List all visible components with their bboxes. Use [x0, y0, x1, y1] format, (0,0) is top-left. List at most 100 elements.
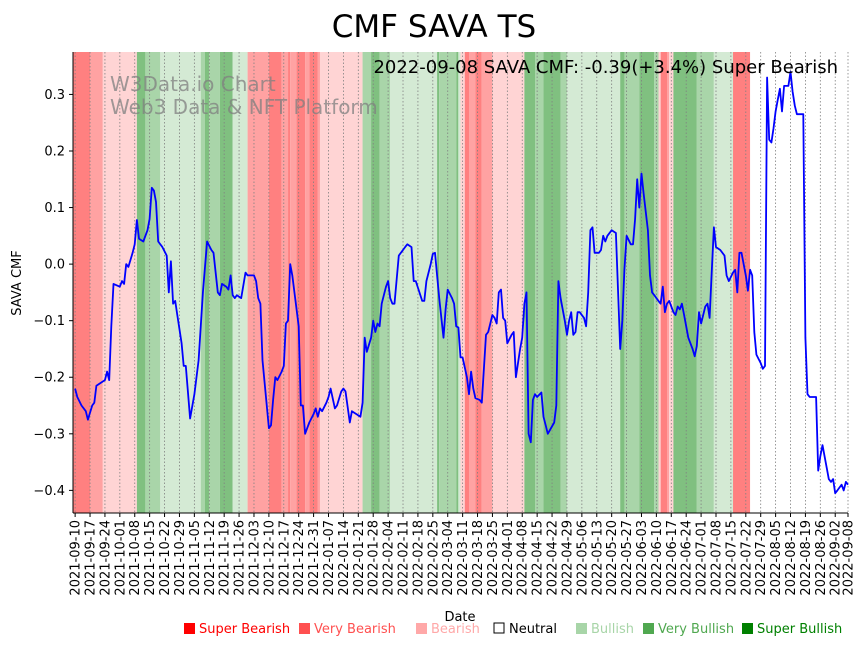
band-very-bearish	[481, 52, 493, 513]
y-tick-label: 0.1	[44, 201, 65, 216]
series-layer	[74, 70, 849, 495]
band-super-bullish	[620, 52, 625, 513]
watermark-line-1: W3Data.io Chart	[110, 72, 276, 96]
band-bullish	[566, 52, 621, 513]
x-axis-label: Date	[444, 610, 475, 625]
band-super-bullish	[673, 52, 697, 513]
y-tick-label: 0.0	[44, 258, 65, 273]
series-line	[74, 70, 849, 495]
band-bullish	[160, 52, 201, 513]
x-tick-label: 2022-02-18	[411, 520, 426, 596]
legend-swatch	[576, 623, 587, 634]
band-super-bullish	[524, 52, 536, 513]
band-bullish	[390, 52, 438, 513]
x-tick-label: 2022-05-06	[575, 520, 590, 596]
legend-label: Very Bearish	[314, 622, 396, 637]
x-tick-label: 2022-03-18	[471, 520, 486, 596]
x-tick-label: 2022-08-26	[814, 520, 829, 596]
legend-swatch	[416, 623, 427, 634]
band-very-bearish	[247, 52, 269, 513]
band-very-bearish	[305, 52, 310, 513]
x-tick-label: 2022-04-15	[531, 520, 546, 596]
band-very-bullish	[535, 52, 544, 513]
y-tick-label: −0.2	[33, 371, 65, 386]
y-tick-label: 0.3	[44, 88, 65, 103]
x-tick-label: 2022-04-22	[546, 520, 561, 596]
x-tick-label: 2021-10-15	[143, 520, 158, 596]
band-bullish	[458, 52, 461, 513]
legend-item: Bearish	[416, 622, 480, 637]
band-very-bullish	[560, 52, 567, 513]
legend-swatch	[643, 623, 654, 634]
band-very-bullish	[696, 52, 714, 513]
band-super-bearish	[733, 52, 751, 513]
band-very-bullish	[624, 52, 640, 513]
x-tick-label: 2021-11-05	[188, 520, 203, 596]
y-tick-label: −0.1	[33, 314, 65, 329]
sentiment-bands	[73, 52, 751, 513]
band-super-bullish	[639, 52, 655, 513]
y-tick-label: −0.3	[33, 427, 65, 442]
x-tick-label: 2022-05-13	[590, 520, 605, 596]
x-tick-label: 2021-11-26	[233, 520, 248, 596]
x-tick-label: 2022-07-01	[695, 520, 710, 596]
legend-swatch	[493, 622, 505, 634]
x-tick-label: 2022-09-08	[842, 520, 857, 596]
legend-label: Very Bullish	[658, 622, 734, 637]
band-very-bullish	[209, 52, 220, 513]
x-tick-label: 2022-04-01	[501, 520, 516, 596]
band-bearish	[669, 52, 674, 513]
x-tick-label: 2022-03-04	[441, 520, 456, 596]
x-tick-label: 2021-12-10	[262, 520, 277, 596]
x-tick-label: 2021-10-29	[173, 520, 188, 596]
band-super-bullish	[205, 52, 210, 513]
latest-value-annotation: 2022-09-08 SAVA CMF: -0.39(+3.4%) Super …	[373, 57, 838, 78]
band-bearish	[658, 52, 661, 513]
band-bearish	[102, 52, 137, 513]
band-super-bearish	[268, 52, 282, 513]
legend-swatch	[184, 623, 195, 634]
x-tick-label: 2022-05-20	[605, 520, 620, 596]
x-tick-label: 2022-05-27	[620, 520, 635, 596]
x-tick-label: 2022-02-04	[382, 520, 397, 596]
band-very-bullish	[654, 52, 659, 513]
x-tick-label: 2021-12-24	[292, 520, 307, 596]
x-tick-label: 2022-06-10	[650, 520, 665, 596]
legend-swatch	[742, 623, 753, 634]
x-tick-label: 2021-09-24	[98, 520, 113, 596]
band-bullish	[232, 52, 248, 513]
band-bearish	[319, 52, 363, 513]
legend-label: Super Bullish	[757, 622, 842, 637]
band-super-bearish	[660, 52, 668, 513]
band-super-bullish	[219, 52, 233, 513]
band-super-bearish	[296, 52, 306, 513]
legend-item: Very Bullish	[643, 622, 734, 637]
x-tick-label: 2022-09-02	[829, 520, 844, 596]
x-tick-label: 2022-08-19	[799, 520, 814, 596]
x-tick-label: 2022-06-17	[665, 520, 680, 596]
x-tick-label: 2021-10-01	[113, 520, 128, 596]
band-very-bearish	[469, 52, 476, 513]
y-tick-label: 0.2	[44, 144, 65, 159]
x-tick-label: 2022-02-11	[397, 520, 412, 596]
legend-item: Super Bearish	[184, 622, 290, 637]
band-super-bearish	[73, 52, 91, 513]
chart-title: CMF SAVA TS	[332, 9, 536, 45]
legend-label: Neutral	[509, 622, 557, 637]
x-tick-label: 2022-03-11	[456, 520, 471, 596]
x-tick-label: 2022-02-25	[426, 520, 441, 596]
legend-label: Bullish	[591, 622, 634, 637]
watermark-line-2: Web3 Data & NFT Platform	[110, 95, 378, 119]
band-very-bullish	[145, 52, 161, 513]
x-tick-label: 2022-04-29	[560, 520, 575, 596]
legend-item: Bullish	[576, 622, 634, 637]
x-tick-label: 2022-08-12	[784, 520, 799, 596]
x-tick-label: 2021-11-19	[218, 520, 233, 596]
legend-item: Very Bearish	[299, 622, 396, 637]
x-tick-label: 2022-07-08	[709, 520, 724, 596]
band-very-bullish	[439, 52, 457, 513]
x-tick-label: 2022-06-03	[635, 520, 650, 596]
x-tick-label: 2022-07-22	[739, 520, 754, 596]
band-bearish	[460, 52, 465, 513]
